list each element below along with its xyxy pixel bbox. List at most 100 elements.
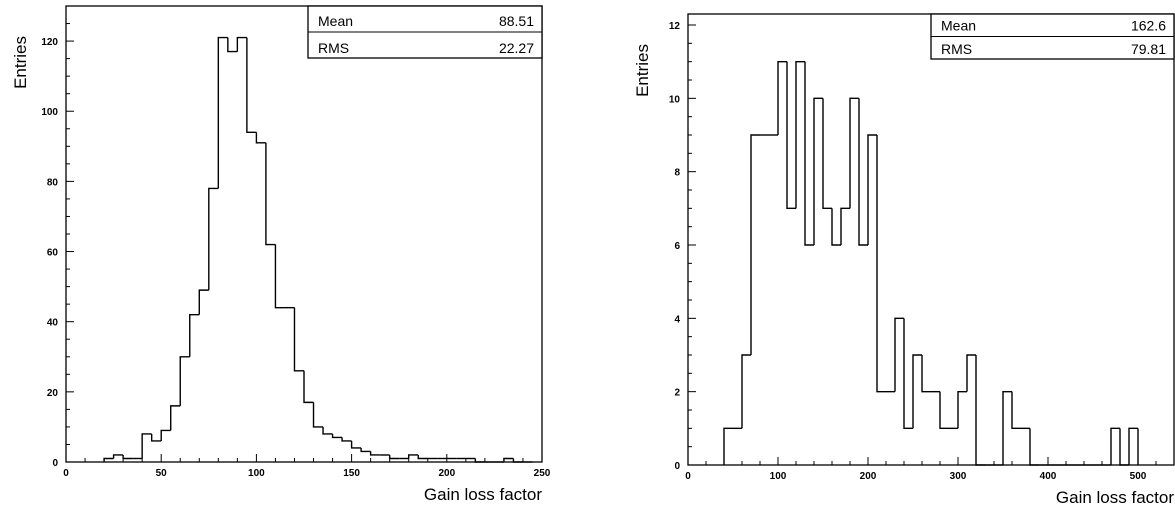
histogram-bin-outline bbox=[786, 61, 796, 210]
histogram-bin bbox=[150, 433, 162, 442]
x-tick-label: 200 bbox=[860, 471, 877, 482]
y-axis-title: Entries bbox=[633, 44, 652, 97]
histogram-bin-outline bbox=[831, 208, 841, 246]
histogram-bin-outline bbox=[503, 457, 514, 462]
histogram-left: 0 50 100 150 200 250 0 20 40 60 80 100 120 Mean 88.51 R… bbox=[0, 0, 560, 513]
stats-rms-label: RMS bbox=[318, 40, 349, 56]
histogram-bin bbox=[1128, 427, 1138, 465]
stats-mean-label: Mean bbox=[318, 13, 353, 29]
histogram-bin bbox=[840, 207, 850, 245]
histogram-bin bbox=[939, 391, 949, 430]
histogram-bin bbox=[474, 458, 485, 463]
histogram-bin-outline bbox=[160, 429, 171, 441]
y-tick-label: 8 bbox=[674, 168, 680, 179]
histogram-bin-outline bbox=[246, 37, 257, 133]
histogram-bin bbox=[350, 440, 362, 449]
histogram-bin bbox=[217, 36, 228, 189]
histogram-bin-outline bbox=[912, 354, 922, 429]
histogram-bin-outline bbox=[777, 60, 787, 135]
x-tick-label: 50 bbox=[156, 468, 168, 479]
histogram-bin bbox=[858, 98, 868, 246]
histogram-bin bbox=[274, 244, 285, 309]
histogram-bin-outline bbox=[265, 142, 276, 246]
stats-rms-label: RMS bbox=[941, 41, 972, 57]
histogram-bin bbox=[795, 60, 805, 209]
histogram-bin-outline bbox=[179, 356, 190, 406]
histogram-bin-outline bbox=[388, 454, 400, 460]
histogram-bin bbox=[265, 142, 276, 246]
histogram-bin-outline bbox=[274, 244, 285, 309]
histogram-bin bbox=[417, 454, 428, 460]
histogram-bin bbox=[408, 454, 419, 459]
histogram-bin-outline bbox=[957, 390, 967, 429]
histogram-bin bbox=[255, 132, 266, 144]
histogram-bin bbox=[723, 427, 733, 465]
histogram-bin-outline bbox=[417, 454, 428, 460]
y-tick-label: 40 bbox=[47, 318, 59, 329]
x-tick-label: 100 bbox=[248, 468, 265, 479]
histogram-bin bbox=[912, 354, 922, 429]
histogram-bin-outline bbox=[303, 370, 314, 404]
histogram-bin-outline bbox=[750, 134, 760, 355]
histogram-bin bbox=[360, 447, 371, 453]
histogram-bin bbox=[198, 289, 209, 315]
stats-mean-label: Mean bbox=[941, 18, 976, 34]
histogram-bin bbox=[813, 97, 823, 245]
x-tick-label: 250 bbox=[534, 468, 551, 479]
histogram-bin bbox=[388, 454, 400, 460]
histogram-bin bbox=[141, 433, 152, 459]
histogram-bin-outline bbox=[741, 354, 751, 429]
y-tick-label: 6 bbox=[674, 241, 680, 252]
histogram-bin-outline bbox=[723, 427, 733, 465]
y-tick-label: 12 bbox=[669, 21, 681, 32]
histogram-bin-outline bbox=[255, 132, 266, 144]
histogram-bin bbox=[786, 61, 796, 210]
histogram-bin bbox=[170, 405, 181, 431]
y-tick-label: 60 bbox=[47, 248, 59, 259]
histogram-bin bbox=[957, 390, 967, 429]
histogram-bin-outline bbox=[103, 457, 114, 462]
histogram-bin bbox=[921, 355, 931, 393]
y-axis-title: Entries bbox=[11, 36, 30, 89]
x-tick-label: 400 bbox=[1040, 471, 1057, 482]
histogram-bin-outline bbox=[112, 454, 124, 459]
histogram-bin bbox=[876, 135, 886, 393]
x-tick-label: 150 bbox=[343, 468, 360, 479]
histogram-bin-outline bbox=[189, 313, 200, 357]
histogram-bin-outline bbox=[122, 454, 133, 460]
histogram-bin bbox=[246, 37, 257, 133]
histogram-bin-outline bbox=[858, 98, 868, 246]
histogram-right: 0 100 200 300 400 500 0 2 4 6 8 10 12 Mean 162.6 RMS 79.… bbox=[600, 0, 1175, 513]
histogram-bin-outline bbox=[921, 355, 931, 393]
histogram-bin-outline bbox=[312, 402, 324, 428]
stats-mean-value: 88.51 bbox=[499, 13, 534, 29]
y-tick-label: 120 bbox=[41, 37, 58, 48]
histogram-bin bbox=[303, 370, 314, 404]
histogram-bin-outline bbox=[966, 354, 976, 392]
histogram-bin-outline bbox=[217, 36, 228, 189]
histogram-bin-outline bbox=[170, 405, 181, 431]
histogram-bin bbox=[1002, 390, 1012, 465]
histogram-bin-outline bbox=[804, 61, 814, 246]
histogram-bin-outline bbox=[1029, 428, 1039, 466]
stats-mean-value: 162.6 bbox=[1131, 18, 1166, 34]
histogram-bin-outline bbox=[1110, 427, 1120, 465]
stats-rms-value: 79.81 bbox=[1131, 41, 1166, 57]
x-tick-label: 500 bbox=[1130, 471, 1147, 482]
histogram-left-canvas: 0 50 100 150 200 250 0 20 40 60 80 100 120 Mean 88.51 R… bbox=[11, 5, 551, 504]
histogram-bin bbox=[1119, 428, 1129, 466]
y-tick-label: 20 bbox=[47, 388, 59, 399]
histogram-bin bbox=[894, 317, 904, 392]
y-tick-label: 4 bbox=[674, 314, 680, 325]
histogram-bin bbox=[966, 354, 976, 392]
histogram-bin bbox=[903, 318, 913, 430]
histogram-bin bbox=[208, 187, 219, 291]
histogram-bin-outline bbox=[1011, 391, 1021, 430]
histogram-bin bbox=[503, 457, 514, 462]
histogram-bin-outline bbox=[369, 451, 381, 456]
histogram-bin bbox=[112, 454, 124, 459]
x-tick-label: 0 bbox=[63, 468, 69, 479]
y-tick-label: 10 bbox=[669, 94, 681, 105]
histogram-bin bbox=[341, 437, 352, 442]
stats-rms-value: 22.27 bbox=[499, 40, 534, 56]
